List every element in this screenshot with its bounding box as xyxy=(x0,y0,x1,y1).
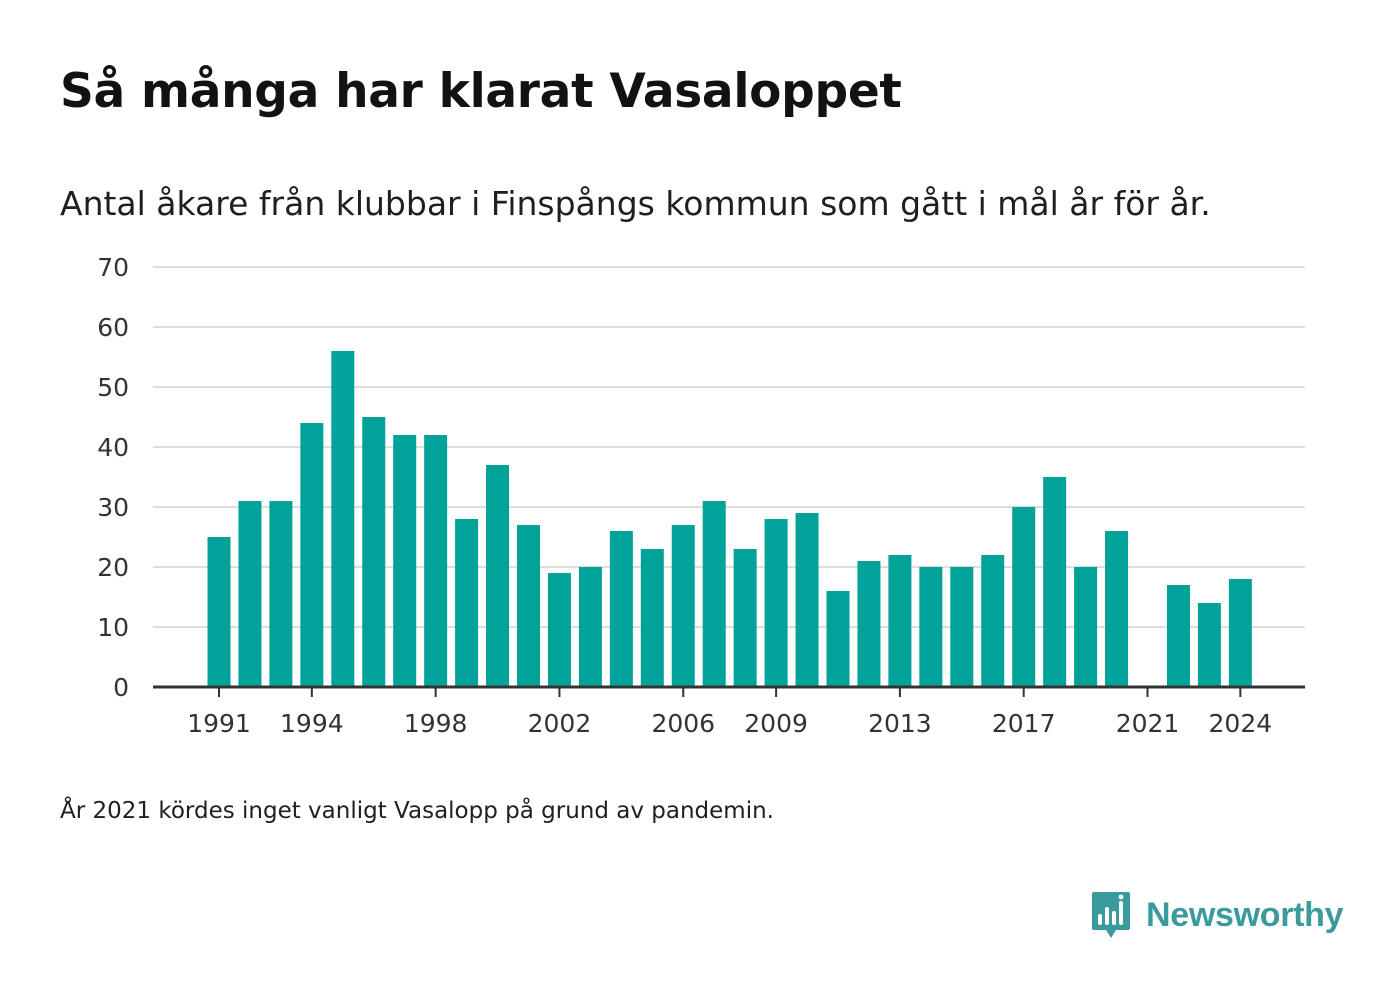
bar-2006 xyxy=(671,525,695,687)
bar-2015 xyxy=(950,567,974,687)
bar-2000 xyxy=(486,465,510,687)
bar-2018 xyxy=(1043,477,1067,687)
bar-1998 xyxy=(424,435,448,687)
bar-2020 xyxy=(1105,531,1129,687)
x-tick-label: 2013 xyxy=(868,709,932,738)
bar-2007 xyxy=(702,501,726,687)
bar-2019 xyxy=(1074,567,1098,687)
bar-2022 xyxy=(1166,585,1190,687)
newsworthy-logo-icon xyxy=(1092,892,1130,938)
bar-1991 xyxy=(207,537,231,687)
y-tick-label: 70 xyxy=(97,253,129,282)
x-tick-label: 2002 xyxy=(528,709,592,738)
bar-2017 xyxy=(1012,507,1036,687)
x-tick-label: 2024 xyxy=(1209,709,1273,738)
bar-2014 xyxy=(919,567,943,687)
x-tick-label: 2021 xyxy=(1116,709,1180,738)
bar-1995 xyxy=(331,351,355,687)
bar-2012 xyxy=(857,561,881,687)
x-tick-label: 2017 xyxy=(992,709,1056,738)
brand-logo[interactable]: Newsworthy xyxy=(1090,890,1344,940)
bar-1996 xyxy=(362,417,386,687)
x-tick-label: 1994 xyxy=(280,709,344,738)
bar-1994 xyxy=(300,423,324,687)
y-tick-label: 50 xyxy=(97,373,129,402)
bar-2010 xyxy=(795,513,819,687)
y-tick-label: 0 xyxy=(113,673,129,702)
y-tick-label: 60 xyxy=(97,313,129,342)
brand-name: Newsworthy xyxy=(1146,895,1344,934)
chart-subtitle: Antal åkare från klubbar i Finspångs kom… xyxy=(60,184,1211,223)
bar-1999 xyxy=(455,519,479,687)
bar-1993 xyxy=(269,501,293,687)
bar-2024 xyxy=(1228,579,1252,687)
x-tick-label: 2009 xyxy=(744,709,808,738)
y-tick-label: 40 xyxy=(97,433,129,462)
x-tick-label: 2006 xyxy=(651,709,715,738)
y-tick-label: 30 xyxy=(97,493,129,522)
x-tick-label: 1991 xyxy=(187,709,251,738)
y-tick-label: 10 xyxy=(97,613,129,642)
bar-chart: 0 10 20 30 40 50 60 70 1991 1994 1998 2002 2006 2009 2… xyxy=(97,253,1305,738)
bar-2011 xyxy=(826,591,850,687)
bar-2004 xyxy=(609,531,633,687)
y-tick-label: 20 xyxy=(97,553,129,582)
bar-1997 xyxy=(393,435,417,687)
bar-2005 xyxy=(640,549,664,687)
bar-2008 xyxy=(733,549,757,687)
footnote: År 2021 kördes inget vanligt Vasalopp på… xyxy=(60,798,774,824)
bar-2009 xyxy=(764,519,788,687)
bar-2001 xyxy=(517,525,540,687)
bar-1992 xyxy=(238,501,262,687)
bar-2013 xyxy=(888,555,912,687)
bar-2003 xyxy=(578,567,602,687)
chart-title: Så många har klarat Vasaloppet xyxy=(60,64,902,119)
bar-2016 xyxy=(981,555,1005,687)
bar-2002 xyxy=(547,573,571,687)
bar-2023 xyxy=(1197,603,1221,687)
x-tick-label: 1998 xyxy=(404,709,468,738)
